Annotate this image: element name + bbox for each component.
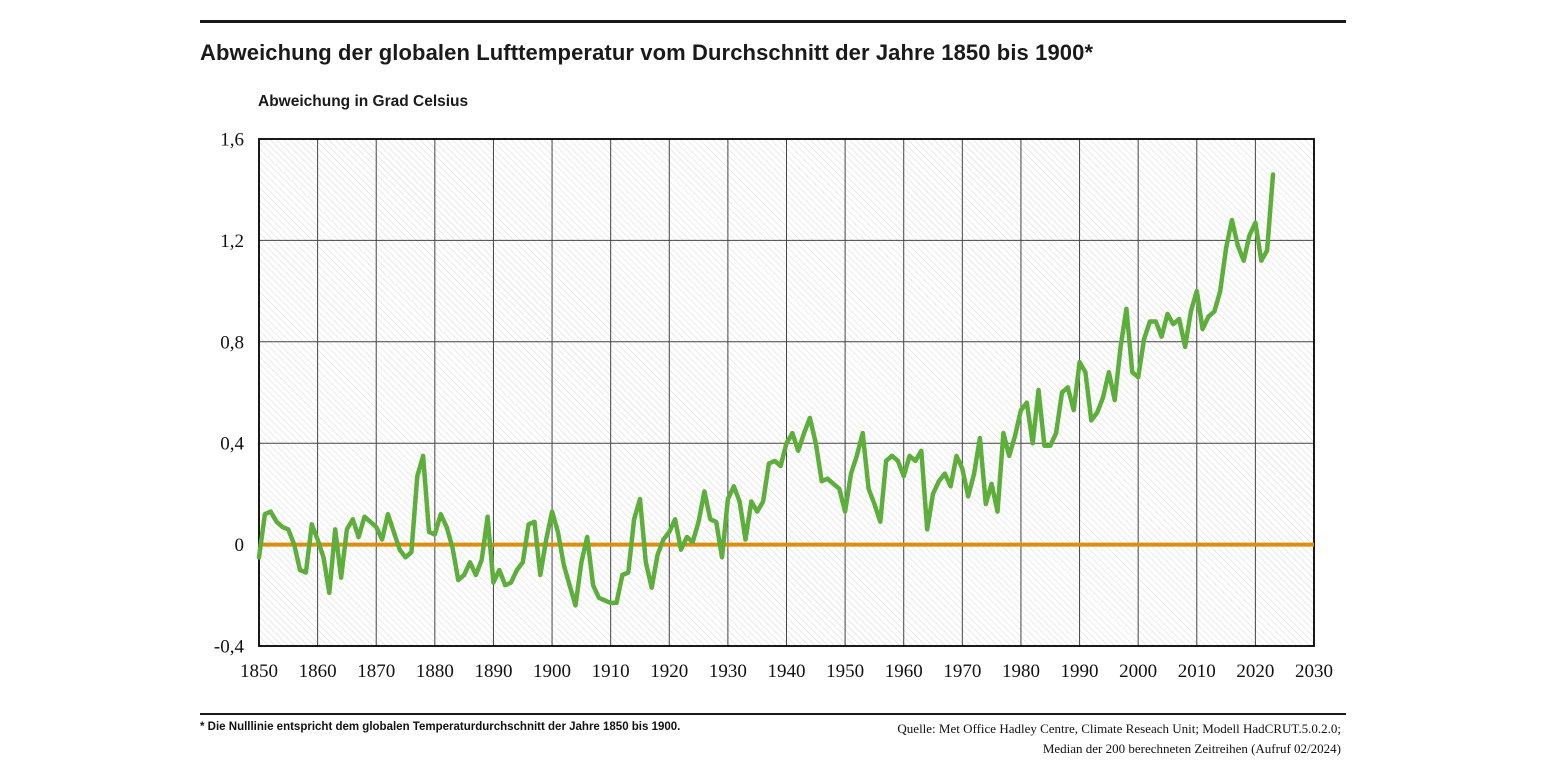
y-tick-label: 1,6 [220, 130, 244, 151]
y-tick-label: 0,4 [220, 434, 244, 455]
y-tick-label: 0 [235, 535, 245, 556]
series-line-abweichung-grad-celsius [256, 172, 1276, 608]
plot-border [258, 138, 1315, 647]
x-tick-label: 1950 [826, 661, 864, 682]
chart-title: Abweichung der globalen Lufttemperatur v… [200, 40, 1094, 65]
x-tick-label: 1940 [768, 661, 806, 682]
x-tick-label: 2020 [1236, 661, 1274, 682]
top-rule [200, 20, 1346, 23]
source-line-2: Median der 200 berechneten Zeitreihen (A… [1042, 740, 1341, 756]
y-tick-label: 1,2 [220, 231, 244, 252]
x-tick-label: 1850 [240, 661, 278, 682]
x-tick-label: 1970 [943, 661, 981, 682]
x-tick-label: 2000 [1119, 661, 1157, 682]
source-line-1: Quelle: Met Office Hadley Centre, Climat… [897, 721, 1341, 736]
footnote: * Die Nulllinie entspricht dem globalen … [200, 721, 681, 733]
x-tick-label: 1910 [592, 661, 630, 682]
x-tick-label: 1980 [1002, 661, 1040, 682]
x-tick-label: 2030 [1295, 661, 1333, 682]
x-tick-label: 2010 [1178, 661, 1216, 682]
x-tick-label: 1960 [885, 661, 923, 682]
y-tick-label: 0,8 [220, 332, 244, 353]
y-tick-label: -0,4 [214, 637, 245, 658]
x-tick-label: 1900 [533, 661, 571, 682]
x-tick-label: 1990 [1061, 661, 1099, 682]
x-tick-label: 1870 [357, 661, 395, 682]
x-tick-label: 1920 [650, 661, 688, 682]
x-tick-label: 1890 [474, 661, 512, 682]
bottom-rule [200, 713, 1346, 715]
y-axis-title: Abweichung in Grad Celsius [258, 93, 469, 110]
source-credit: Quelle: Met Office Hadley Centre, Climat… [721, 719, 1341, 758]
x-tick-label: 1930 [709, 661, 747, 682]
x-tick-label: 1860 [299, 661, 337, 682]
x-tick-label: 1880 [416, 661, 454, 682]
